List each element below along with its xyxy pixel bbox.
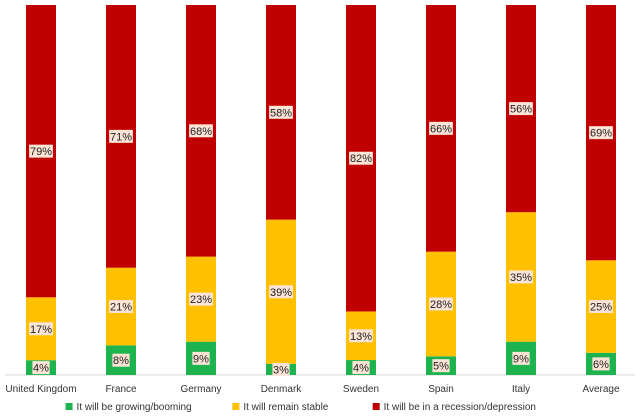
data-label-united-kingdom-series-3: 79% xyxy=(30,146,52,158)
data-label-italy-series-3: 56% xyxy=(510,104,532,116)
legend-swatch-series-1 xyxy=(65,403,73,410)
legend-swatch-series-2 xyxy=(232,403,240,410)
x-tick-label-france: France xyxy=(105,384,137,395)
data-label-bg xyxy=(109,300,133,314)
data-label-germany-series-3: 68% xyxy=(190,126,212,138)
data-label-denmark-series-1: 3% xyxy=(273,364,289,376)
data-labels-group: 4% 17% 79% 8% 21% 71% 9% 23% 68% 3% 39% 58% 4% 13% 82%… xyxy=(29,102,613,376)
x-tick-label-united-kingdom: United Kingdom xyxy=(5,384,76,395)
data-label-germany-series-1: 9% xyxy=(193,353,209,365)
data-label-bg xyxy=(189,292,213,306)
legend: It will be growing/booming It will remain… xyxy=(65,402,536,413)
data-label-france-series-1: 8% xyxy=(113,355,129,367)
data-label-france-series-2: 21% xyxy=(110,302,132,314)
legend-label-series-1: It will be growing/booming xyxy=(77,402,192,413)
legend-label-series-3: It will be in a recession/depression xyxy=(384,402,536,413)
data-label-bg xyxy=(29,322,53,336)
x-tick-label-italy: Italy xyxy=(512,384,530,395)
data-label-bg xyxy=(509,102,533,116)
data-label-spain-series-2: 28% xyxy=(430,299,452,311)
data-label-spain-series-3: 66% xyxy=(430,123,452,135)
data-label-italy-series-2: 35% xyxy=(510,272,532,284)
data-label-bg xyxy=(592,357,610,371)
data-label-bg xyxy=(512,351,530,365)
data-label-italy-series-1: 9% xyxy=(513,353,529,365)
data-label-bg xyxy=(32,361,50,375)
x-tick-label-spain: Spain xyxy=(428,384,454,395)
data-label-france-series-3: 71% xyxy=(110,131,132,143)
data-label-bg xyxy=(349,329,373,343)
data-label-bg xyxy=(589,300,613,314)
data-label-denmark-series-3: 58% xyxy=(270,107,292,119)
data-label-spain-series-1: 5% xyxy=(433,361,449,373)
data-label-bg xyxy=(272,362,290,376)
x-tick-labels-group: United Kingdom France Germany Denmark Sweden… xyxy=(5,384,620,395)
data-label-bg xyxy=(429,121,453,135)
data-label-sweden-series-2: 13% xyxy=(350,331,372,343)
x-tick-label-sweden: Sweden xyxy=(343,384,379,395)
data-label-bg xyxy=(189,124,213,138)
data-label-bg xyxy=(349,151,373,165)
data-label-bg xyxy=(269,285,293,299)
legend-label-series-2: It will remain stable xyxy=(243,402,328,413)
data-label-sweden-series-1: 4% xyxy=(353,363,369,375)
legend-swatch-series-3 xyxy=(372,403,380,410)
data-label-bg xyxy=(589,126,613,140)
data-label-bg xyxy=(429,297,453,311)
data-label-denmark-series-2: 39% xyxy=(270,287,292,299)
data-label-bg xyxy=(269,105,293,119)
data-label-average-series-2: 25% xyxy=(590,302,612,314)
data-label-average-series-3: 69% xyxy=(590,128,612,140)
data-label-bg xyxy=(192,351,210,365)
data-label-sweden-series-3: 82% xyxy=(350,153,372,165)
data-label-bg xyxy=(112,353,130,367)
x-tick-label-germany: Germany xyxy=(180,384,221,395)
data-label-bg xyxy=(352,361,370,375)
data-label-united-kingdom-series-2: 17% xyxy=(30,324,52,336)
data-label-average-series-1: 6% xyxy=(593,359,609,371)
data-label-bg xyxy=(509,270,533,284)
x-tick-label-average: Average xyxy=(582,384,620,395)
x-tick-label-denmark: Denmark xyxy=(261,384,303,395)
data-label-bg xyxy=(29,144,53,158)
data-label-germany-series-2: 23% xyxy=(190,294,212,306)
bars-group xyxy=(26,5,616,375)
data-label-bg xyxy=(432,359,450,373)
data-label-united-kingdom-series-1: 4% xyxy=(33,363,49,375)
data-label-bg xyxy=(109,129,133,143)
